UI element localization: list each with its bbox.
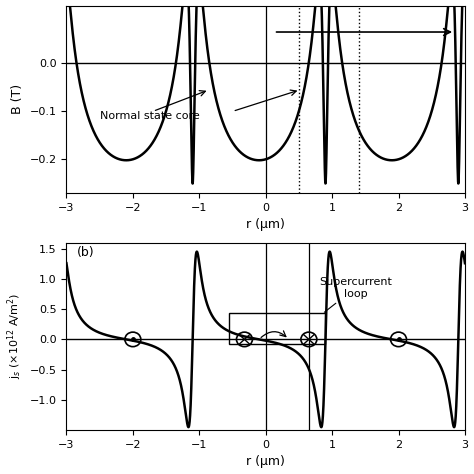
Text: (b): (b) [76, 246, 94, 259]
X-axis label: r (μm): r (μm) [246, 219, 285, 231]
X-axis label: r (μm): r (μm) [246, 456, 285, 468]
Text: Normal state core: Normal state core [100, 110, 200, 120]
Text: Supercurrent
loop: Supercurrent loop [319, 277, 392, 312]
Bar [229, 313, 326, 344]
Y-axis label: j$_s$ ($\times$10$^{12}$ A/m$^2$): j$_s$ ($\times$10$^{12}$ A/m$^2$) [6, 293, 24, 379]
Y-axis label: B (T): B (T) [11, 84, 24, 114]
